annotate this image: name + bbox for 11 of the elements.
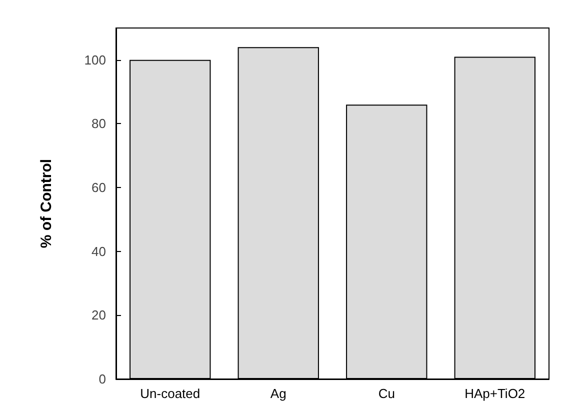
y-axis-title: % of Control [38,158,55,248]
y-tick-label: 40 [92,244,106,259]
y-tick-label: 60 [92,180,106,196]
x-tick-label: Ag [270,386,286,401]
y-tick-label: 80 [92,116,106,132]
x-tick-label: Un-coated [140,386,200,401]
x-tick-label: Cu [378,386,395,401]
x-tick-label: HAp+TiO2 [464,386,526,401]
y-tick-label: 20 [92,308,106,323]
y-tick-label: 100 [84,52,106,68]
y-tick-label: 0 [98,372,106,386]
